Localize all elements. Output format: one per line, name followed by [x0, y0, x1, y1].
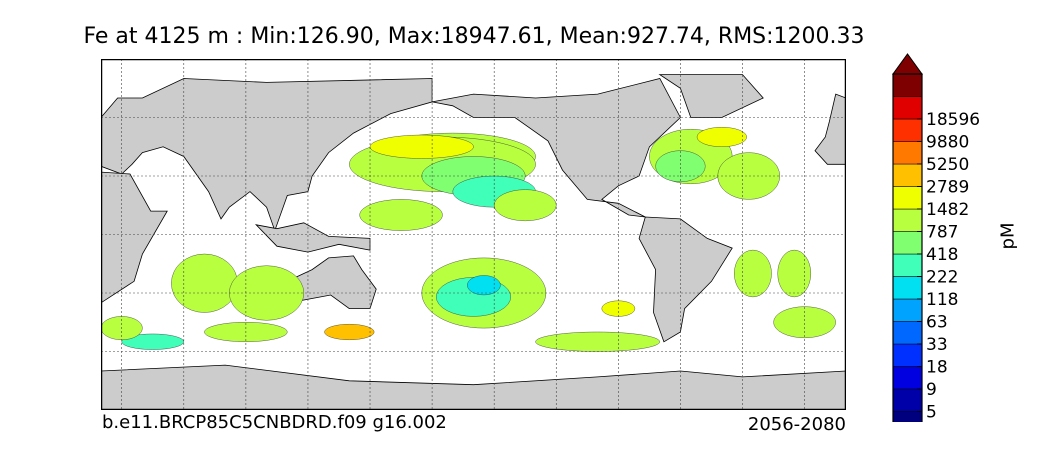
colorbar-tick-label: 222 — [926, 268, 958, 288]
map-plot — [101, 59, 846, 410]
map-frame — [101, 59, 846, 410]
colorbar-tick-label: 18 — [926, 358, 948, 378]
colorbar-units-label: pM — [997, 222, 1019, 250]
colorbar-segment — [892, 186, 923, 210]
ocean-field-patch — [535, 331, 660, 352]
ocean-field-patch — [359, 199, 443, 231]
gridlines — [101, 59, 846, 410]
colorbar-segment — [892, 231, 923, 255]
colorbar-tick-label: 18596 — [926, 110, 980, 130]
colorbar-segment — [892, 73, 923, 97]
ocean-field-patch — [734, 249, 772, 298]
colorbar-segment — [892, 96, 923, 120]
colorbar-tick-label: 418 — [926, 245, 958, 265]
ocean-field-patch — [773, 306, 836, 339]
colorbar-segment — [892, 411, 923, 422]
colorbar-segment — [892, 163, 923, 187]
ocean-field-patch — [777, 249, 812, 298]
colorbar-segments — [892, 53, 923, 422]
colorbar-extend-max — [892, 53, 923, 75]
colorbar-segment — [892, 276, 923, 300]
colorbar-tick-label: 5 — [926, 403, 937, 423]
land-mass — [638, 216, 733, 343]
colorbar-segment — [892, 298, 923, 322]
ocean-field-patch — [696, 127, 747, 147]
case-name-label: b.e11.BRCP85C5CNBDRD.f09 g16.002 — [102, 412, 447, 433]
colorbar-segment — [892, 118, 923, 142]
colorbar-segment — [892, 208, 923, 232]
ocean-field-patch — [369, 134, 474, 159]
land-mass — [295, 255, 377, 310]
colorbar-segment — [892, 321, 923, 345]
ocean-field-patch — [467, 275, 501, 296]
ocean-field-patch — [324, 324, 375, 341]
colorbar-tick-label: 118 — [926, 290, 958, 310]
ocean-field-patch — [171, 253, 238, 313]
colorbar-tick-label: 9 — [926, 380, 937, 400]
colorbar-tick-label: 63 — [926, 313, 948, 333]
time-period-label: 2056-2080 — [747, 414, 846, 435]
ocean-field-patch — [121, 333, 184, 350]
colorbar-tick-label: 33 — [926, 335, 948, 355]
ocean-field-layer — [101, 127, 836, 352]
colorbar-segment — [892, 388, 923, 412]
colorbar-segment — [892, 141, 923, 165]
chart-title: Fe at 4125 m : Min:126.90, Max:18947.61,… — [83, 24, 865, 49]
land-mass — [101, 171, 168, 304]
colorbar-segment — [892, 253, 923, 277]
land-layer — [101, 74, 846, 410]
colorbar-tick-label: 5250 — [926, 155, 969, 175]
colorbar-segment — [892, 366, 923, 390]
colorbar-tick-label: 2789 — [926, 178, 969, 198]
ocean-field-patch — [655, 150, 706, 183]
land-mass — [814, 93, 846, 165]
ocean-field-patch — [493, 189, 557, 222]
colorbar-segment — [892, 343, 923, 367]
colorbar-tick-label: 9880 — [926, 133, 969, 153]
colorbar-tick-label: 787 — [926, 223, 958, 243]
colorbar-tick-label: 1482 — [926, 200, 969, 220]
